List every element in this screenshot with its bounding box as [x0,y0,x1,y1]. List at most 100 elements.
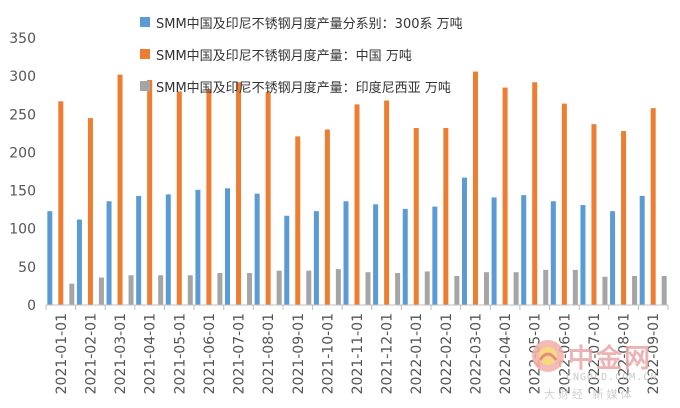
bar-series-3 [661,276,667,305]
x-tick-label: 2022-04-01 [498,313,514,394]
x-tick-label: 2021-03-01 [113,313,129,394]
y-tick-label: 100 [9,222,36,238]
legend-label: SMM中国及印尼不锈钢月度产量分系别：300系 万吨 [156,16,463,32]
bar-series-3 [395,272,401,305]
bar-series-3 [483,272,489,305]
bar-series-2 [295,136,301,305]
x-tick-label: 2022-09-01 [646,313,662,394]
bar-series-2 [236,82,242,305]
watermark-slogan: 大财经 新媒体 [544,388,635,401]
bar-series-2 [561,103,567,305]
x-tick-label: 2021-01-01 [54,313,70,394]
bar-series-2 [502,87,508,305]
x-tick-label: 2021-07-01 [232,313,248,394]
bar-series-1 [461,177,467,305]
watermark-brand: 中金网 [568,344,653,374]
bar-series-1 [165,194,171,305]
bar-series-2 [265,92,271,305]
bar-series-1 [195,189,201,305]
bar-series-2 [472,71,478,306]
y-tick-label: 300 [9,69,36,85]
bar-series-1 [313,211,319,305]
x-tick-label: 2021-02-01 [83,313,99,394]
bar-series-1 [76,219,82,305]
y-tick-label: 50 [18,260,36,276]
bar-series-2 [650,108,656,305]
bar-series-2 [58,101,64,306]
bar-series-1 [639,195,645,305]
y-tick-label: 150 [9,184,36,200]
watermark: 中金网 CNGOLD.COM.CN 大财经 新媒体 [528,338,678,404]
bar-series-1 [491,197,497,305]
bar-series-3 [158,275,164,305]
bar-series-1 [550,201,556,305]
x-tick-label: 2021-04-01 [143,313,159,394]
y-tick-label: 250 [9,107,36,123]
bar-series-1 [136,195,142,305]
bar-series-1 [284,215,290,305]
bar-series-3 [187,275,193,305]
bar-series-3 [98,277,104,305]
bar-series-2 [324,129,330,305]
bar-series-3 [69,283,75,305]
bar-series-1 [432,206,438,305]
bar-series-3 [276,270,282,305]
watermark-logo-icon [532,340,564,372]
x-tick-label: 2022-01-01 [409,313,425,394]
bar-series-3 [513,272,519,305]
bar-series-2 [87,118,93,305]
bar-series-3 [335,269,341,305]
x-tick-label: 2021-12-01 [380,313,396,394]
y-tick-label: 350 [9,31,36,47]
bar-series-3 [572,269,578,305]
bar-series-3 [217,272,223,305]
bar-series-3 [128,275,134,305]
legend-swatch [140,81,150,91]
legend-label: SMM中国及印尼不锈钢月度产量：印度尼西亚 万吨 [156,80,451,96]
bar-series-3 [365,272,371,305]
bar-series-1 [402,208,408,305]
bar-series-2 [354,104,360,306]
bar-series-1 [254,193,260,305]
bar-series-3 [306,270,312,305]
bar-series-2 [532,82,538,305]
x-axis: 2021-01-01 2021-02-01 2021-03-01 2021-04-01… [45,304,669,394]
bar-series-2 [413,128,419,305]
bar-series-3 [424,271,430,305]
bar-series-1 [106,201,112,305]
bar-series-3 [454,276,460,305]
x-tick-label: 2021-08-01 [261,313,277,394]
bar-series-1 [610,211,616,305]
x-tick-label: 2022-08-01 [617,313,633,394]
bar-series-2 [621,131,627,305]
y-tick-label: 0 [27,298,36,314]
x-tick-label: 2021-10-01 [320,313,336,394]
x-tick-label: 2022-03-01 [468,313,484,394]
legend-swatch [140,49,150,59]
x-tick-label: 2022-02-01 [439,313,455,394]
bar-series-1 [521,195,527,305]
x-tick-label: 2021-05-01 [172,313,188,394]
y-tick-label: 200 [9,145,36,161]
legend-item-china: SMM中国及印尼不锈钢月度产量：中国 万吨 [140,38,463,70]
bar-series-2 [117,74,123,305]
bar-series-2 [147,79,153,305]
bar-series-2 [384,100,390,305]
bar-series-3 [247,272,253,305]
bar-series-2 [206,89,212,306]
bar-series-2 [443,128,449,305]
legend-swatch [140,17,150,27]
bar-series-2 [591,124,597,306]
bars [47,71,667,306]
legend-item-300-series: SMM中国及印尼不锈钢月度产量分系别：300系 万吨 [140,6,463,38]
legend-label: SMM中国及印尼不锈钢月度产量：中国 万吨 [156,48,412,64]
legend: SMM中国及印尼不锈钢月度产量分系别：300系 万吨 SMM中国及印尼不锈钢月度… [140,6,463,102]
x-tick-label: 2021-09-01 [291,313,307,394]
bar-series-1 [47,211,53,305]
legend-item-indonesia: SMM中国及印尼不锈钢月度产量：印度尼西亚 万吨 [140,70,463,102]
x-tick-label: 2022-06-01 [557,313,573,394]
x-tick-label: 2021-11-01 [350,313,366,394]
bar-series-3 [543,269,549,305]
x-tick-label: 2021-06-01 [202,313,218,394]
